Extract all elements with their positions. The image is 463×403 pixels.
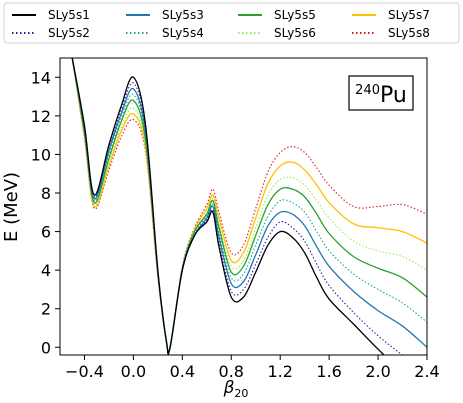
y-axis: 0 2 4 6 8 10 12 14 <box>31 68 60 357</box>
y-tick-label: 12 <box>31 107 51 126</box>
legend-frame <box>3 2 460 44</box>
nucleus-annotation: 240Pu <box>355 83 407 108</box>
series-line-SLy5s5 <box>71 58 427 355</box>
y-axis-label: E (MeV) <box>1 172 22 242</box>
series-line-SLy5s1 <box>71 58 385 355</box>
legend-label-SLy5s5: SLy5s5 <box>274 8 316 22</box>
y-tick-label: 4 <box>41 261 51 280</box>
x-axis-label: β20 <box>223 378 249 400</box>
nucleus-annotation-box <box>348 75 414 111</box>
y-tick-label: 0 <box>41 338 51 357</box>
x-tick-label: 1.2 <box>267 362 292 381</box>
legend: SLy5s1 SLy5s2 SLy5s3 SLy5s4 SLy5s5 SLy5s6 SLy5… <box>3 2 460 44</box>
series-line-SLy5s7 <box>71 58 427 355</box>
y-tick-label: 14 <box>31 68 51 87</box>
x-tick-label: 0.4 <box>170 362 195 381</box>
y-tick-label: 10 <box>31 145 51 164</box>
legend-label-SLy5s7: SLy5s7 <box>388 8 430 22</box>
series-line-SLy5s2 <box>71 58 404 355</box>
x-tick-label: 0.8 <box>219 362 244 381</box>
x-tick-label: −0.4 <box>65 362 104 381</box>
data-lines <box>71 58 427 355</box>
y-tick-label: 8 <box>41 184 51 203</box>
x-tick-label: 2.0 <box>365 362 390 381</box>
x-axis: −0.4 0.0 0.4 0.8 1.2 1.6 2.0 2.4 <box>65 355 440 381</box>
legend-label-SLy5s1: SLy5s1 <box>48 8 90 22</box>
nucleus-element: Pu <box>380 83 407 108</box>
legend-label-SLy5s2: SLy5s2 <box>48 26 90 40</box>
nucleus-mass-number: 240 <box>355 83 380 98</box>
legend-label-SLy5s3: SLy5s3 <box>162 8 204 22</box>
series-line-SLy5s3 <box>71 58 427 355</box>
x-tick-label: 0.0 <box>121 362 146 381</box>
legend-label-SLy5s4: SLy5s4 <box>162 26 204 40</box>
x-tick-label: 1.6 <box>316 362 341 381</box>
y-tick-label: 2 <box>41 300 51 319</box>
series-line-SLy5s4 <box>71 58 427 355</box>
y-tick-label: 6 <box>41 223 51 242</box>
x-tick-label: 2.4 <box>414 362 439 381</box>
legend-label-SLy5s8: SLy5s8 <box>388 26 430 40</box>
plot-frame <box>59 57 428 356</box>
series-line-SLy5s6 <box>71 58 427 355</box>
legend-label-SLy5s6: SLy5s6 <box>274 26 316 40</box>
